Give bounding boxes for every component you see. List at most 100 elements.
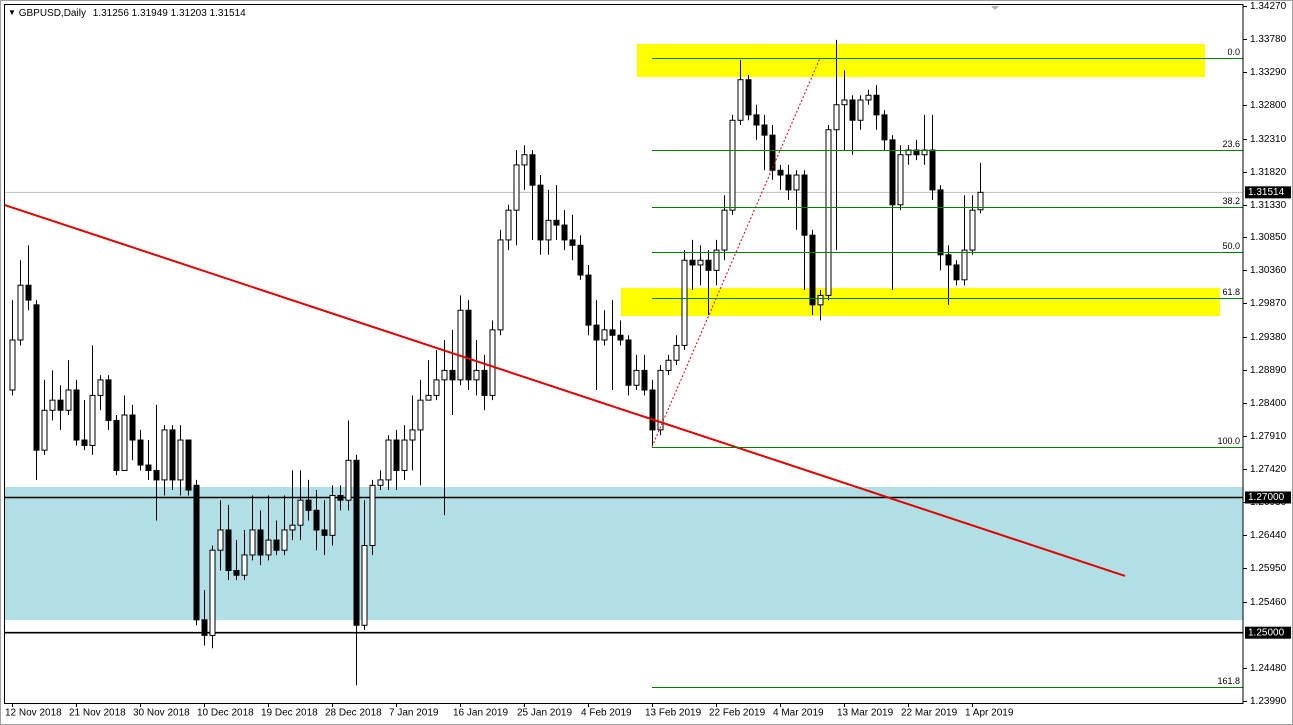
candle-body <box>49 399 56 411</box>
candle-body <box>809 234 816 306</box>
candle-body <box>705 259 712 271</box>
candle-body <box>769 134 776 171</box>
candle-body <box>721 209 728 251</box>
y-tick-label: 1.34270 <box>1250 1 1287 12</box>
zone <box>637 44 1205 78</box>
x-tick-label: 10 Dec 2018 <box>197 708 254 719</box>
candle-body <box>529 154 536 186</box>
candle-body <box>433 379 440 396</box>
candle-body <box>289 524 296 531</box>
candle-body <box>969 209 976 251</box>
y-tick-label: 1.28400 <box>1250 398 1287 409</box>
candle-body <box>201 619 208 636</box>
candle-body <box>841 99 848 106</box>
candle-body <box>833 104 840 131</box>
candle-body <box>857 99 864 121</box>
candle-body <box>41 409 48 451</box>
y-tick-label: 1.27420 <box>1250 464 1287 475</box>
candle-body <box>609 329 616 336</box>
x-tick-label: 4 Mar 2019 <box>773 708 824 719</box>
candle-body <box>473 369 480 381</box>
candle-body <box>65 389 72 411</box>
header-arrow: ▼ <box>8 8 16 17</box>
candle-body <box>673 344 680 361</box>
candle-body <box>825 129 832 296</box>
x-tick-label: 22 Mar 2019 <box>901 708 958 719</box>
candle-body <box>465 309 472 381</box>
fib-level-label: 61.8 <box>1222 287 1240 297</box>
candle-body <box>209 549 216 636</box>
candle-body <box>417 399 424 431</box>
candle-body <box>953 264 960 281</box>
x-tick-label: 4 Feb 2019 <box>581 708 632 719</box>
y-tick-label: 1.31820 <box>1250 167 1287 178</box>
candle-body <box>521 154 528 166</box>
candle-body <box>737 79 744 121</box>
y-tick-label: 1.29380 <box>1250 332 1287 343</box>
candle-body <box>777 169 784 176</box>
candle-body <box>697 259 704 266</box>
candle-body <box>537 184 544 241</box>
candle-body <box>217 529 224 551</box>
trendline <box>3 203 1126 577</box>
x-tick-label: 13 Mar 2019 <box>837 708 894 719</box>
candle-body <box>89 394 96 446</box>
candle-body <box>25 284 32 301</box>
x-tick-label: 7 Jan 2019 <box>389 708 439 719</box>
candle-body <box>745 79 752 116</box>
header-open: 1.31256 <box>93 8 130 19</box>
candle-body <box>849 99 856 121</box>
candle-body <box>169 429 176 481</box>
candle-body <box>753 114 760 126</box>
y-tick-label: 1.32800 <box>1250 100 1287 111</box>
candle-body <box>481 369 488 396</box>
y-tick-label: 1.24480 <box>1250 663 1287 674</box>
candle-body <box>585 274 592 326</box>
candle-body <box>889 139 896 206</box>
candle-body <box>713 249 720 271</box>
candle-body <box>241 554 248 576</box>
candle-body <box>305 499 312 511</box>
x-tick-label: 30 Nov 2018 <box>133 708 190 719</box>
y-tick-label: 1.25950 <box>1250 563 1287 574</box>
candle-body <box>457 309 464 381</box>
candle-body <box>177 439 184 481</box>
level-label: 1.27000 <box>1248 492 1285 503</box>
plot-frame <box>4 4 1244 704</box>
candle-body <box>641 369 648 391</box>
y-tick-label: 1.27910 <box>1250 431 1287 442</box>
y-tick-label: 1.25460 <box>1250 597 1287 608</box>
candle-body <box>577 244 584 276</box>
candle-body <box>977 191 984 211</box>
candle-body <box>801 174 808 236</box>
candle-body <box>865 94 872 101</box>
candle-body <box>337 494 344 501</box>
candle-body <box>897 154 904 206</box>
y-tick-label: 1.23990 <box>1250 696 1287 707</box>
candle-body <box>649 389 656 431</box>
candle-body <box>393 439 400 471</box>
candle-body <box>513 164 520 211</box>
axis: 1.34270 1.33780 1.33290 1.32800 1.32310 1.318… <box>5 1 1291 719</box>
candle-body <box>505 209 512 241</box>
level-box <box>1245 626 1291 639</box>
candle-body <box>785 174 792 191</box>
candle-body <box>145 464 152 471</box>
x-tick-label: 25 Jan 2019 <box>517 708 572 719</box>
candle-body <box>937 189 944 256</box>
x-tick-label: 12 Nov 2018 <box>5 708 62 719</box>
candle-body <box>137 439 144 466</box>
candle-body <box>353 459 360 626</box>
level-box <box>1245 491 1291 504</box>
candle-body <box>297 499 304 526</box>
fib-level-label: 23.6 <box>1222 139 1240 149</box>
candle-body <box>593 324 600 341</box>
candle-body <box>225 529 232 572</box>
candle-body <box>17 284 24 341</box>
candle-body <box>129 414 136 441</box>
candle-body <box>449 369 456 381</box>
candle-body <box>689 259 696 266</box>
x-tick-label: 16 Jan 2019 <box>453 708 508 719</box>
current-price-box <box>1245 186 1291 199</box>
